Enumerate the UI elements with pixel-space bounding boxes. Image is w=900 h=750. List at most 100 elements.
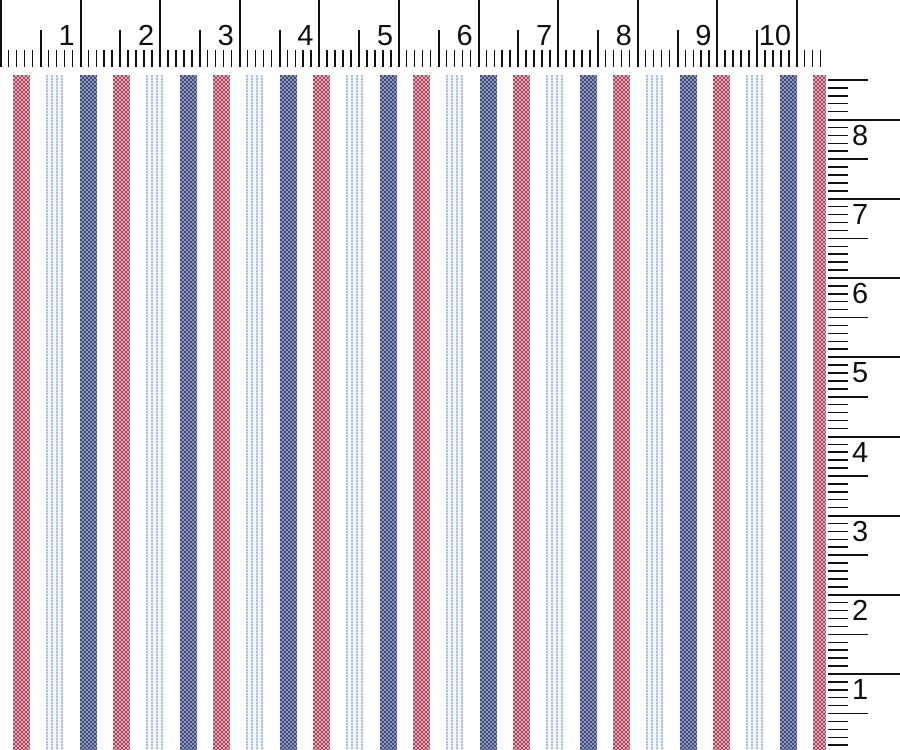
top-ruler-tick bbox=[740, 50, 742, 67]
top-ruler-tick bbox=[803, 50, 806, 67]
right-ruler-tick bbox=[828, 704, 848, 707]
fabric-stripe-red bbox=[13, 75, 30, 750]
top-ruler-tick bbox=[63, 50, 66, 67]
top-ruler-tick bbox=[668, 50, 671, 67]
right-ruler-tick bbox=[828, 419, 848, 422]
right-ruler-tick bbox=[828, 451, 848, 453]
top-ruler-tick bbox=[692, 50, 695, 67]
top-ruler-tick bbox=[413, 50, 416, 67]
right-ruler-tick bbox=[828, 261, 848, 263]
top-ruler-label-9: 9 bbox=[695, 20, 712, 52]
top-ruler-tick bbox=[644, 50, 647, 67]
top-ruler-tick bbox=[549, 50, 551, 67]
top-ruler-tick bbox=[382, 50, 384, 67]
right-ruler-tick bbox=[828, 522, 848, 525]
top-ruler-tick bbox=[565, 50, 567, 67]
top-ruler-tick bbox=[573, 50, 575, 67]
right-ruler-tick bbox=[828, 625, 848, 628]
right-ruler-tick bbox=[828, 586, 848, 588]
top-ruler-tick bbox=[111, 50, 113, 67]
right-ruler-tick bbox=[828, 435, 900, 438]
right-ruler-tick bbox=[828, 372, 848, 374]
right-ruler-label-4: 4 bbox=[852, 436, 869, 469]
right-ruler-tick bbox=[828, 182, 848, 184]
right-ruler-tick bbox=[828, 158, 868, 160]
top-ruler-label-10: 10 bbox=[758, 20, 791, 52]
top-ruler-label-6: 6 bbox=[456, 20, 473, 52]
right-ruler-tick bbox=[828, 79, 868, 81]
top-ruler-tick bbox=[23, 50, 26, 67]
fabric-stripe-light-blue bbox=[646, 75, 663, 750]
right-ruler-tick bbox=[828, 205, 848, 208]
top-ruler-tick bbox=[31, 50, 34, 67]
right-ruler-tick bbox=[828, 380, 848, 382]
right-ruler-tick bbox=[828, 657, 848, 659]
top-ruler-tick bbox=[7, 50, 10, 67]
top-ruler-tick bbox=[811, 50, 814, 67]
right-ruler-tick bbox=[828, 712, 868, 715]
top-ruler-tick bbox=[469, 50, 472, 67]
top-ruler-label-2: 2 bbox=[138, 20, 155, 52]
right-ruler-tick bbox=[828, 300, 848, 303]
top-ruler-tick bbox=[819, 50, 822, 67]
right-ruler-tick bbox=[828, 293, 848, 295]
top-ruler-tick bbox=[326, 50, 328, 67]
right-ruler-tick bbox=[828, 388, 848, 390]
right-ruler-tick bbox=[828, 198, 900, 200]
top-ruler-tick bbox=[756, 30, 759, 67]
top-ruler-tick bbox=[620, 50, 623, 67]
top-ruler-tick bbox=[461, 50, 464, 67]
top-ruler-tick bbox=[493, 50, 496, 67]
fabric-stripe-navy bbox=[680, 75, 697, 750]
right-ruler-tick bbox=[828, 514, 900, 517]
right-ruler-tick bbox=[828, 459, 848, 461]
fabric-stripe-red bbox=[513, 75, 530, 750]
top-ruler-tick bbox=[103, 50, 105, 67]
fabric-stripe-light-blue bbox=[246, 75, 263, 750]
top-ruler-tick bbox=[206, 50, 209, 67]
top-ruler-label-7: 7 bbox=[536, 20, 553, 52]
right-ruler-tick bbox=[828, 126, 848, 129]
right-ruler-tick bbox=[828, 475, 868, 477]
right-ruler-tick bbox=[828, 467, 848, 469]
right-ruler-tick bbox=[828, 245, 848, 248]
fabric-stripe-red bbox=[613, 75, 630, 750]
right-ruler-tick bbox=[828, 340, 848, 343]
right-ruler-label-7: 7 bbox=[852, 199, 869, 231]
fabric-stripe-navy bbox=[80, 75, 97, 750]
top-ruler-tick bbox=[238, 0, 241, 67]
right-ruler-tick bbox=[828, 546, 848, 548]
top-ruler-tick bbox=[509, 50, 511, 67]
right-ruler-tick bbox=[828, 348, 848, 350]
right-ruler: 8 7 6 5 4 3 2 1 bbox=[826, 72, 900, 750]
right-ruler-tick bbox=[828, 633, 868, 636]
top-ruler-tick bbox=[541, 50, 543, 67]
fabric-stripe-navy bbox=[180, 75, 197, 750]
right-ruler-tick bbox=[828, 134, 848, 137]
right-ruler-tick bbox=[828, 498, 848, 501]
fabric-stripe-light-blue bbox=[446, 75, 463, 750]
top-ruler-tick bbox=[175, 50, 177, 67]
top-ruler-tick bbox=[199, 30, 201, 67]
right-ruler-tick bbox=[828, 285, 848, 287]
right-ruler-tick bbox=[828, 601, 848, 604]
top-ruler-label-3: 3 bbox=[217, 20, 234, 52]
top-ruler-tick bbox=[270, 50, 273, 67]
top-ruler-tick bbox=[302, 50, 304, 67]
right-ruler-label-2: 2 bbox=[852, 595, 869, 627]
top-ruler-tick bbox=[421, 50, 424, 67]
top-ruler-tick bbox=[222, 50, 225, 67]
top-ruler-tick bbox=[366, 50, 368, 67]
right-ruler-tick bbox=[828, 594, 900, 596]
top-ruler-tick bbox=[278, 30, 281, 67]
fabric-stripe-navy bbox=[580, 75, 597, 750]
right-ruler-tick bbox=[828, 332, 848, 335]
top-ruler-tick bbox=[398, 0, 400, 67]
right-ruler-tick bbox=[828, 689, 848, 691]
right-ruler-tick bbox=[828, 696, 848, 699]
top-ruler-tick bbox=[429, 50, 432, 67]
top-ruler-tick bbox=[748, 50, 750, 67]
fabric-stripe-light-blue bbox=[746, 75, 763, 750]
top-ruler-tick bbox=[87, 50, 90, 67]
right-ruler-tick bbox=[828, 649, 848, 651]
